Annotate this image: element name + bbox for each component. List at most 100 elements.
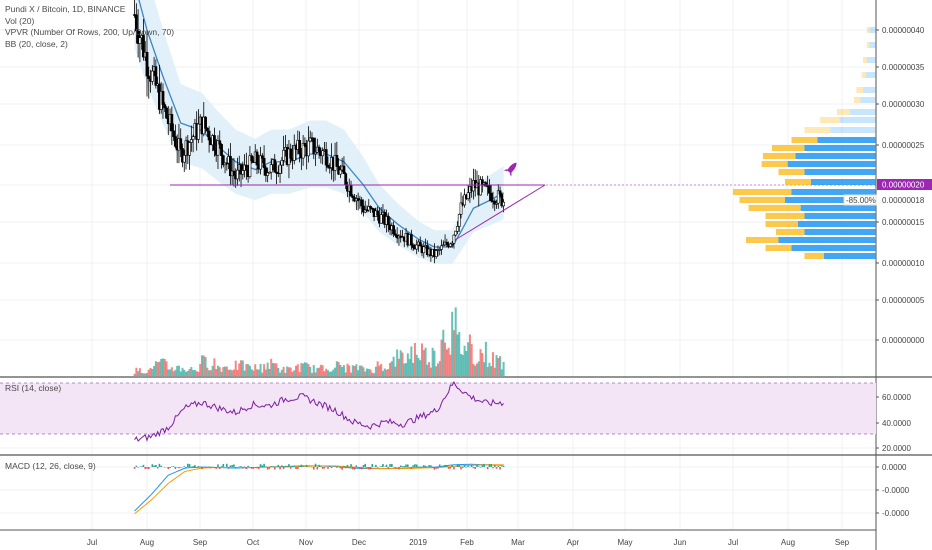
- candle-body: [161, 91, 165, 105]
- volume-bar: [261, 372, 264, 376]
- volume-bar: [222, 367, 225, 376]
- volume-bar: [342, 365, 345, 376]
- price-tick-label: 0.00000005: [882, 296, 925, 305]
- time-tick-label: Sep: [193, 538, 208, 547]
- volume-bar: [174, 369, 177, 376]
- volume-bar: [330, 371, 333, 376]
- candle-body: [205, 128, 209, 132]
- vpvr-bar-up: [839, 117, 876, 123]
- rsi-line: [134, 380, 504, 442]
- volume-bar: [147, 369, 150, 376]
- volume-bar: [224, 366, 227, 376]
- volume-bar: [208, 370, 211, 376]
- vpvr-bar-up: [795, 153, 876, 159]
- volume-bar: [403, 363, 406, 376]
- volume-bar: [394, 366, 397, 376]
- macd-histogram-bar: [433, 467, 436, 470]
- candle-body: [154, 66, 158, 86]
- volume-bar: [429, 367, 432, 376]
- macd-histogram-bar: [263, 463, 265, 467]
- candle-body: [191, 136, 195, 140]
- macd-histogram-bar: [447, 467, 450, 469]
- vpvr-bar-up: [869, 42, 876, 48]
- measure-percent-label: -85.00%: [846, 196, 876, 205]
- volume-bar: [170, 367, 173, 376]
- macd-histogram-bar: [242, 467, 244, 469]
- volume-bar: [436, 363, 439, 376]
- vpvr-bar-down: [804, 253, 824, 259]
- macd-histogram-bar: [328, 465, 331, 467]
- candle-body: [360, 199, 364, 207]
- rocket-fin: [503, 169, 512, 177]
- volume-bar: [456, 334, 459, 376]
- volume-bar: [442, 329, 445, 376]
- macd-histogram-bar: [156, 467, 159, 469]
- candle-body: [197, 123, 200, 140]
- volume-bar: [488, 362, 491, 376]
- volume-bar: [312, 365, 315, 376]
- volume-bar: [156, 362, 159, 376]
- candle-body: [362, 205, 365, 213]
- macd-histogram-bar: [449, 467, 452, 469]
- volume-bar: [185, 371, 188, 376]
- candle-body: [134, 14, 138, 32]
- candle-body: [438, 249, 442, 251]
- volume-bar: [153, 365, 156, 376]
- vpvr-bar-down: [853, 97, 861, 103]
- volume-bar: [495, 355, 498, 376]
- vpvr-bar-up: [804, 145, 876, 151]
- volume-bar: [387, 369, 390, 376]
- candle-body: [463, 194, 466, 206]
- macd-histogram-bar: [437, 467, 439, 469]
- macd-histogram-bar: [414, 464, 416, 467]
- volume-bar: [227, 369, 230, 376]
- macd-histogram-bar: [415, 464, 418, 467]
- volume-bar: [362, 367, 365, 376]
- time-tick-label: Jun: [674, 538, 687, 547]
- candle-body: [228, 156, 232, 177]
- vpvr-bar-up: [811, 179, 876, 185]
- volume-bar: [319, 364, 322, 376]
- volume-bar: [399, 350, 402, 376]
- candle-body: [244, 164, 248, 171]
- macd-tick-label: -0.0000: [882, 486, 910, 495]
- macd-histogram-bar: [403, 466, 406, 467]
- vpvr-bar-up: [824, 253, 876, 259]
- volume-bar: [493, 367, 496, 376]
- candle-body: [502, 201, 506, 207]
- vpvr-bar-down: [761, 161, 788, 167]
- candle-body: [342, 165, 346, 175]
- vpvr-bar-down: [837, 109, 850, 115]
- macd-histogram-bar: [435, 467, 437, 469]
- volume-bar: [396, 349, 399, 376]
- candle-body: [207, 130, 211, 141]
- macd-histogram-bar: [140, 466, 143, 467]
- macd-histogram-bar: [217, 464, 219, 467]
- volume-bar: [353, 365, 356, 376]
- candle-body: [488, 185, 491, 194]
- volume-bar: [374, 366, 377, 376]
- vpvr-bar-up: [804, 169, 876, 175]
- volume-bar: [445, 349, 448, 376]
- measure-price-label: 0.00000018: [882, 196, 925, 205]
- macd-histogram-bar: [352, 467, 354, 470]
- macd-histogram-bar: [376, 467, 379, 468]
- volume-bar: [334, 367, 337, 376]
- macd-histogram-bar: [179, 467, 182, 468]
- candle-body: [452, 234, 456, 244]
- volume-bar: [216, 365, 219, 376]
- volume-bar: [254, 364, 257, 376]
- macd-histogram-bar: [316, 467, 319, 470]
- volume-bar: [264, 369, 267, 376]
- volume-bar: [472, 364, 475, 376]
- candle-body: [142, 35, 145, 58]
- volume-bar: [465, 350, 468, 376]
- macd-histogram-bar: [364, 463, 367, 467]
- candle-body: [308, 137, 312, 142]
- macd-histogram-bar: [330, 467, 333, 469]
- candle-body: [282, 149, 286, 161]
- bollinger-band-fill: [134, 0, 504, 264]
- volume-bar: [311, 372, 313, 376]
- volume-bar: [476, 363, 478, 376]
